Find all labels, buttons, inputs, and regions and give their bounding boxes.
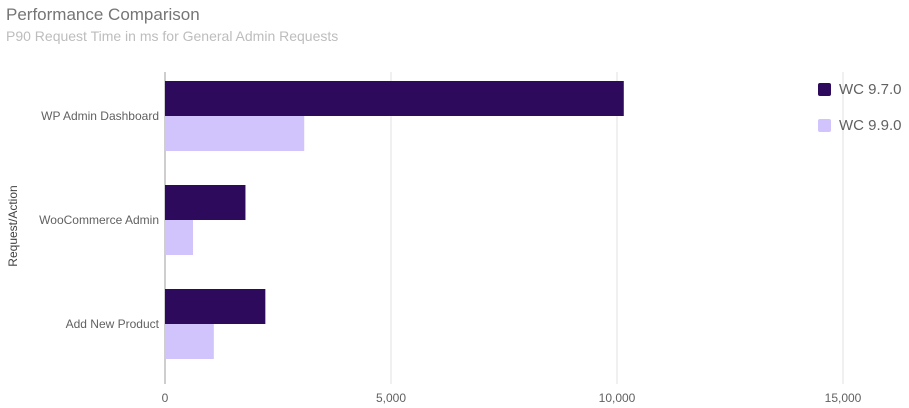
legend-item-wc-9-9-0[interactable]: WC 9.9.0 bbox=[818, 115, 902, 135]
x-tick-label: 15,000 bbox=[825, 391, 862, 405]
legend-swatch-wc-9-7-0 bbox=[818, 82, 831, 96]
chart-subtitle: P90 Request Time in ms for General Admin… bbox=[6, 28, 339, 44]
chart-title: Performance Comparison bbox=[6, 5, 200, 24]
x-tick-label: 0 bbox=[162, 391, 169, 405]
bar-wc-9-7-0 bbox=[165, 81, 624, 116]
bar-wc-9-7-0 bbox=[165, 289, 266, 324]
legend-item-wc-9-7-0[interactable]: WC 9.7.0 bbox=[818, 79, 902, 99]
category-label: WP Admin Dashboard bbox=[41, 109, 159, 123]
bar-wc-9-9-0 bbox=[165, 220, 194, 255]
bar-wc-9-9-0 bbox=[165, 116, 305, 151]
x-tick-label: 10,000 bbox=[599, 391, 636, 405]
legend: WC 9.7.0 WC 9.9.0 bbox=[818, 79, 902, 151]
category-label: Add New Product bbox=[66, 317, 160, 331]
category-label: WooCommerce Admin bbox=[39, 213, 159, 227]
y-axis-title: Request/Action bbox=[6, 185, 20, 266]
legend-label-wc-9-9-0: WC 9.9.0 bbox=[839, 116, 902, 134]
x-tick-label: 5,000 bbox=[376, 391, 406, 405]
legend-label-wc-9-7-0: WC 9.7.0 bbox=[839, 80, 902, 98]
bar-wc-9-7-0 bbox=[165, 185, 246, 220]
legend-swatch-wc-9-9-0 bbox=[818, 118, 831, 132]
bar-wc-9-9-0 bbox=[165, 324, 214, 359]
